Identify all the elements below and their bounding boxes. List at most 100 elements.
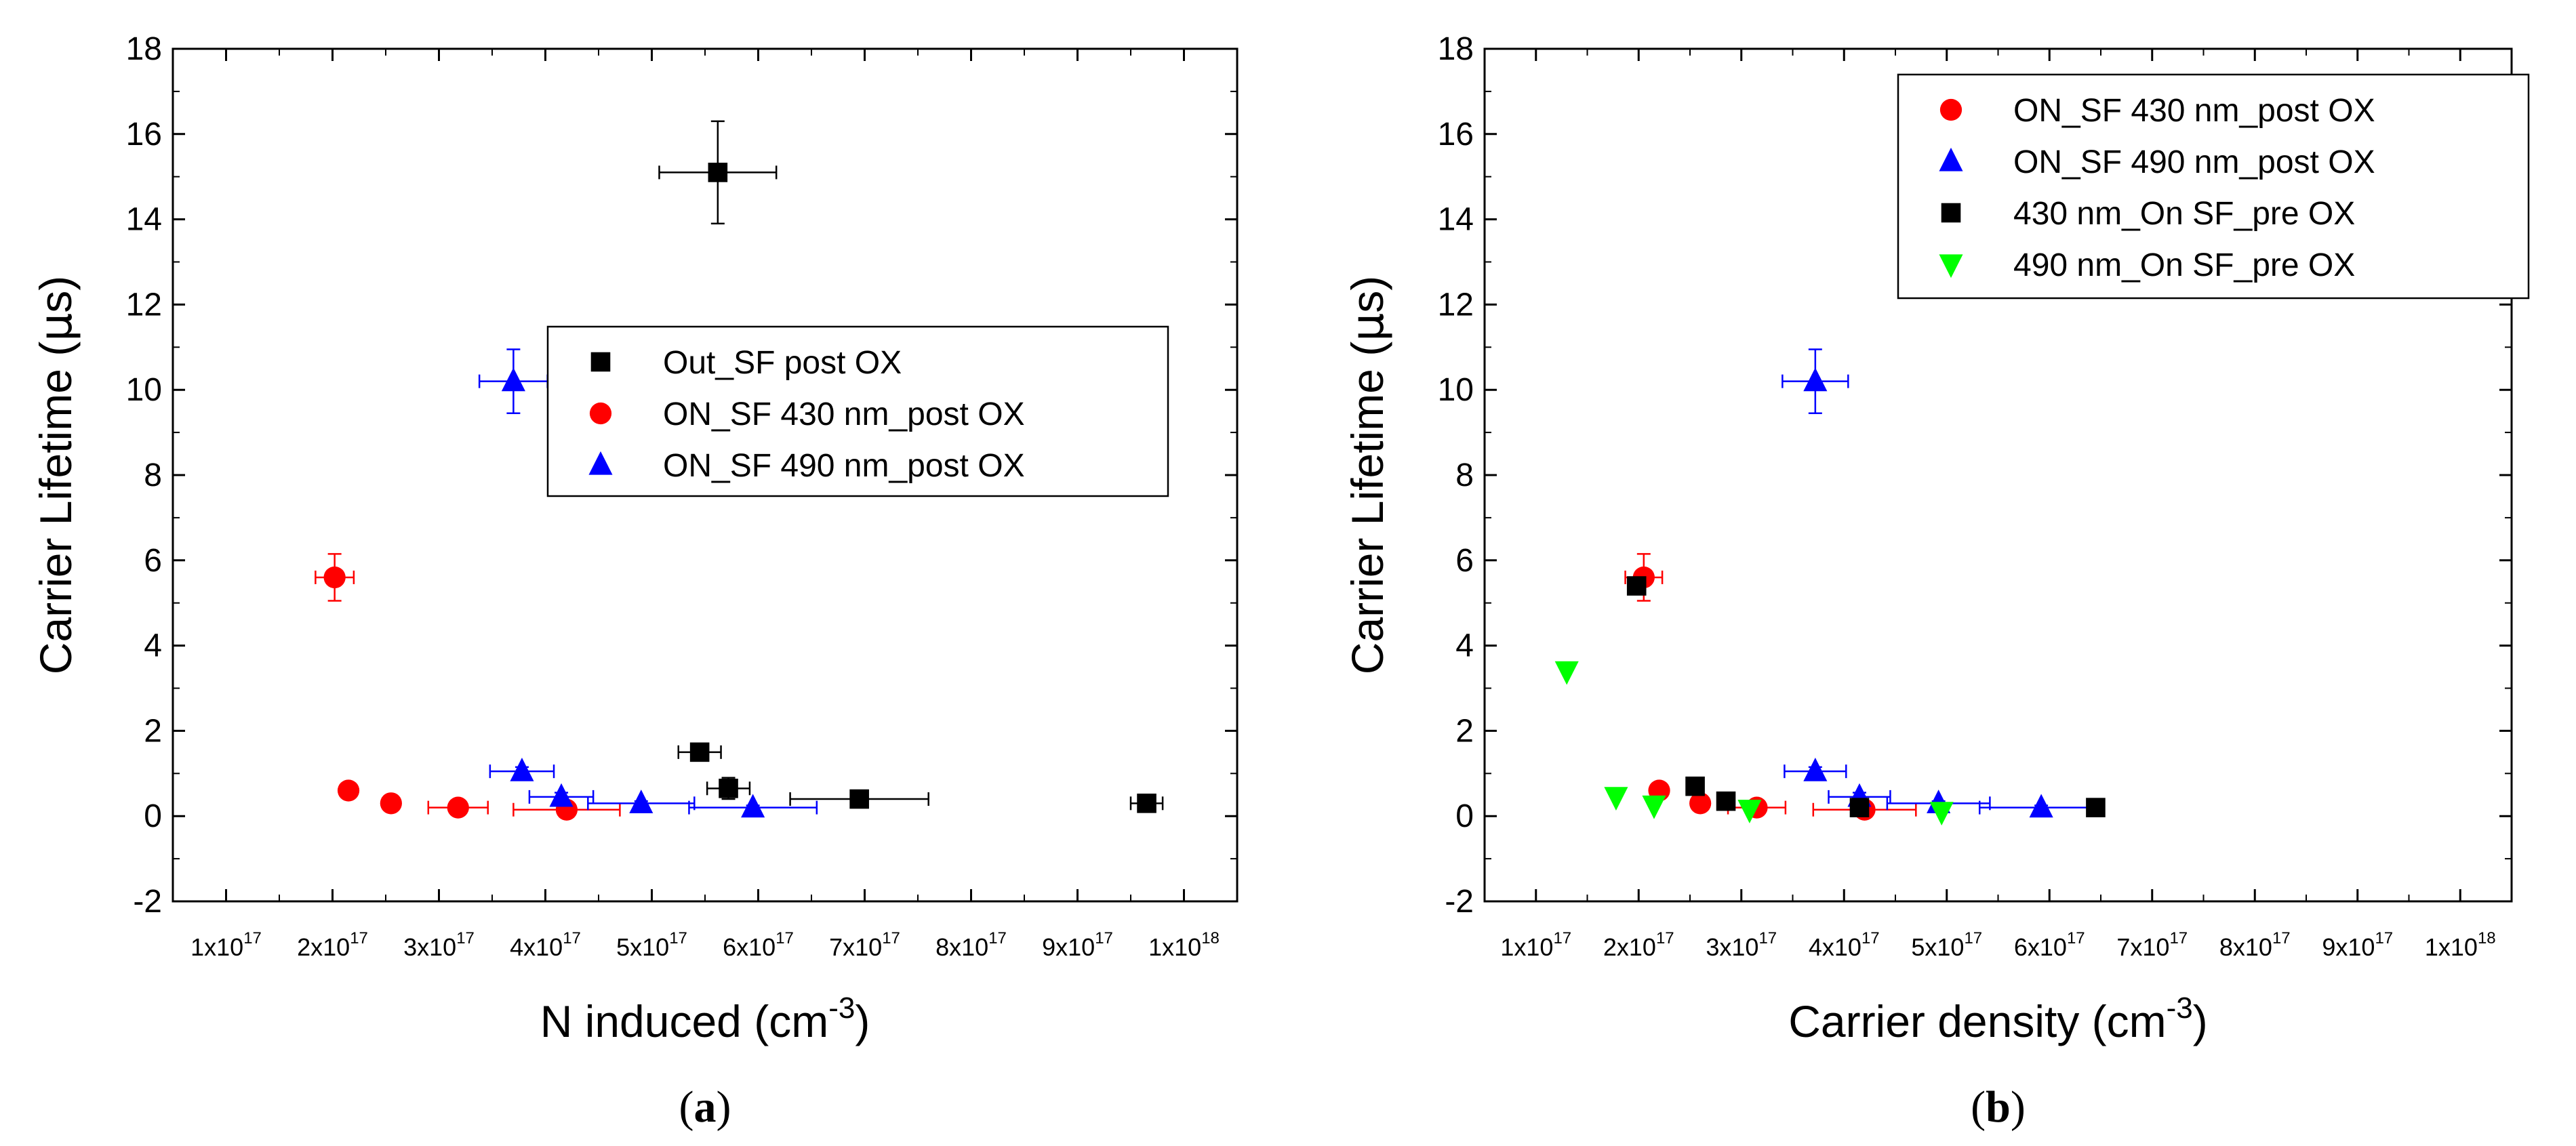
y-tick-label: 14 [126,202,162,238]
y-tick-label: 6 [144,543,162,579]
y-tick-label: 16 [1438,117,1474,152]
data-point [1689,792,1712,815]
y-tick-label: 12 [1438,287,1474,323]
legend-marker [1939,147,1963,171]
data-point [1803,758,1828,781]
legend-marker [1939,98,1963,121]
series-430-nm-on-sf-pre-ox [1626,576,2106,817]
legend-marker [589,402,612,425]
data-point [447,796,469,819]
x-tick-label: 3x1017 [403,929,475,961]
x-tick-label: 4x1017 [510,929,581,961]
legend-box [1897,73,2530,300]
y-tick-label: 0 [144,798,162,834]
legend-marker [588,451,613,475]
y-tick-label: 12 [126,287,162,323]
x-axis-title: N induced (cm-3) [540,991,870,1046]
data-point [849,789,869,809]
y-tick-label: -2 [1445,884,1474,920]
data-point [1737,800,1762,823]
y-axis-title: Carrier Lifetime (μs) [30,276,82,674]
panel-label: (b) [1971,1082,2026,1132]
x-tick-label: 2x1017 [297,929,368,961]
y-tick-label: 0 [1455,798,1474,834]
legend: Out_SF post OX ON_SF 430 nm_post OX ON_SF … [546,325,1169,497]
x-tick-label: 7x1017 [2116,929,2188,961]
y-tick-label: 2 [1455,713,1474,749]
legend-box [546,325,1169,497]
data-point [741,794,765,818]
y-tick-label: 18 [126,31,162,67]
x-tick-label: 5x1017 [616,929,687,961]
series-on-sf-430-nm-post-ox [1624,553,1917,821]
y-tick-label: 16 [126,117,162,152]
data-point [380,792,402,815]
data-point [1803,367,1828,392]
legend: ON_SF 430 nm_post OX ON_SF 490 nm_post OX… [1897,73,2530,300]
x-tick-label: 5x1017 [1911,929,1982,961]
y-tick-label: 14 [1438,202,1474,238]
data-point [1716,791,1736,811]
x-tick-label: 1x1018 [1148,929,1220,961]
y-tick-label: 18 [1438,31,1474,67]
x-tick-label: 6x1017 [723,929,794,961]
series-on-sf-490-nm-post-ox [1782,348,2104,818]
data-point [510,758,534,781]
series-on-sf-490-nm-post-ox [478,348,818,818]
legend-label: ON_SF 430 nm_post OX [2013,93,2375,129]
data-point [629,790,653,813]
data-point [1642,795,1666,819]
legend-marker [1941,203,1961,223]
series-out-sf-post-ox [658,120,1164,813]
y-tick-label: 4 [144,628,162,664]
legend-marker [590,352,611,372]
legend-label: 430 nm_On SF_pre OX [2013,196,2355,232]
y-tick-label: 4 [1455,628,1474,664]
legend-label: Out_SF post OX [663,345,902,381]
y-tick-label: 8 [1455,457,1474,493]
series-490-nm-on-sf-pre-ox [1554,661,1954,826]
legend-label: ON_SF 490 nm_post OX [2013,144,2375,180]
data-point [1604,787,1628,811]
legend-marker [1939,254,1963,279]
panel-b: -2 0 2 4 6 8 10 12 14 16 18 1x1017 2x1017 3x1017 4x101… [1342,31,2530,1132]
data-point [689,742,710,762]
x-tick-label: 1x1018 [2425,929,2496,961]
x-tick-label: 7x1017 [829,929,900,961]
x-tick-label: 1x1017 [1500,929,1571,961]
data-point [1554,661,1579,685]
data-point [1929,802,1954,826]
data-point [1626,576,1647,596]
data-point [501,367,525,392]
x-tick-label: 9x1017 [1042,929,1113,961]
x-tick-label: 4x1017 [1809,929,1880,961]
data-point [719,779,738,798]
y-tick-label: 10 [1438,372,1474,408]
panel-a: -2 0 2 4 6 8 10 12 14 16 18 1x1017 2x1017 3x1017 4x101… [30,31,1239,1132]
data-point [1849,798,1870,817]
legend-label: ON_SF 490 nm_post OX [663,448,1025,484]
data-point [323,566,346,589]
x-tick-label: 9x1017 [2322,929,2393,961]
data-point [337,779,360,802]
legend-label: ON_SF 430 nm_post OX [663,396,1025,432]
x-axis-title: Carrier density (cm-3) [1788,991,2208,1046]
x-tick-label: 2x1017 [1603,929,1674,961]
data-point [2029,794,2053,818]
data-layer [315,120,1164,821]
x-tick-label: 1x1017 [190,929,262,961]
y-tick-label: 2 [144,713,162,749]
data-point [708,163,728,182]
y-tick-label: 10 [126,372,162,408]
y-tick-label: 6 [1455,543,1474,579]
x-tick-label: 8x1017 [935,929,1007,961]
data-point [1685,776,1705,796]
data-point [1137,794,1156,813]
data-point [2086,798,2106,817]
data-point [549,783,573,807]
series-on-sf-430-nm-post-ox [315,553,621,821]
y-axis-title: Carrier Lifetime (μs) [1342,276,1394,674]
y-tick-label: 8 [144,457,162,493]
panel-label: (a) [679,1082,731,1132]
